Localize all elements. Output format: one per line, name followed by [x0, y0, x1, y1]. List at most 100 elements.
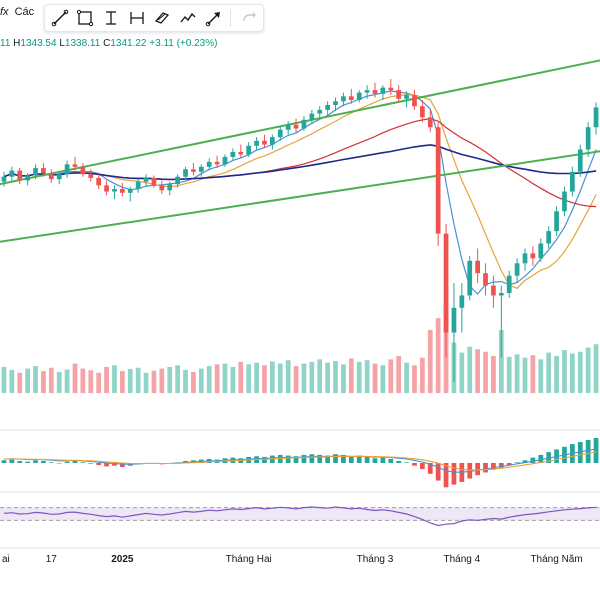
volume-bar — [570, 353, 575, 393]
candle-body — [80, 166, 86, 175]
macd-histogram-bar — [33, 460, 38, 463]
volume-bar — [546, 352, 552, 393]
macd-histogram-bar — [538, 454, 544, 463]
macd-histogram-bar — [25, 461, 30, 463]
macd-histogram-bar — [301, 454, 307, 463]
channel-line — [0, 59, 600, 186]
long-position-icon[interactable] — [100, 7, 122, 29]
candle-body — [506, 275, 512, 293]
candle-body — [143, 177, 149, 182]
volume-bar — [309, 361, 315, 393]
candle-body — [25, 175, 30, 181]
candle-body — [514, 263, 520, 276]
candle-body — [17, 170, 23, 181]
volume-bar — [317, 359, 323, 393]
macd-histogram-bar — [285, 455, 291, 463]
volume-bar — [214, 364, 220, 393]
candle-body — [372, 90, 378, 94]
volume-bar — [412, 365, 417, 393]
time-axis-label: Tháng 4 — [443, 554, 480, 565]
arrow-icon[interactable] — [203, 7, 225, 29]
volume-bar — [127, 369, 133, 393]
toolbar-separator — [230, 9, 232, 27]
volume-bar — [151, 370, 157, 393]
drawing-toolbar — [44, 4, 264, 32]
candle-body — [498, 292, 504, 296]
candle-body — [522, 253, 528, 264]
rectangle-icon[interactable] — [75, 7, 97, 29]
candle-body — [151, 177, 157, 186]
volume-bar — [1, 366, 7, 393]
candle-body — [198, 166, 204, 172]
macd-histogram-bar — [72, 460, 78, 463]
macd-histogram-bar — [1, 460, 7, 463]
rsi-line — [3, 506, 597, 527]
path-icon[interactable] — [177, 7, 199, 29]
macd-histogram-bar — [17, 460, 23, 463]
volume-bar — [364, 360, 370, 393]
candle-body — [388, 87, 394, 91]
volume-bar — [396, 355, 402, 393]
volume-bar — [483, 351, 488, 393]
candle-body — [206, 161, 212, 167]
candle-body — [435, 127, 441, 234]
candle-body — [451, 307, 457, 333]
trend-line-icon[interactable] — [49, 7, 71, 29]
channel-line — [0, 150, 600, 243]
macd-histogram-bar — [9, 459, 15, 463]
macd-histogram-bar — [498, 463, 504, 468]
time-axis-label: Tháng Hai — [226, 554, 272, 565]
macd-histogram-bar — [293, 456, 299, 463]
volume-bar — [183, 369, 188, 393]
candle-body — [270, 137, 275, 145]
candle-body — [293, 124, 299, 129]
candle-body — [214, 161, 220, 165]
candle-body — [546, 231, 552, 244]
volume-bar — [9, 369, 15, 393]
volume-bar — [167, 366, 173, 393]
candle-body — [491, 285, 496, 296]
candle-body — [577, 149, 583, 172]
macd-histogram-bar — [104, 463, 109, 467]
candle-body — [175, 176, 180, 185]
candle-body — [554, 211, 559, 232]
candle-body — [159, 185, 165, 191]
candle-body — [570, 171, 575, 192]
indicators-label[interactable]: Các — [14, 6, 35, 18]
volume-bar — [277, 363, 283, 393]
volume-bar — [230, 366, 236, 393]
fib-range-icon[interactable] — [126, 7, 148, 29]
macd-histogram-bar — [309, 454, 315, 463]
macd-histogram-bar — [427, 463, 433, 474]
macd-histogram-bar — [443, 463, 449, 488]
volume-bar — [64, 369, 70, 393]
candle-body — [412, 95, 417, 107]
macd-histogram-bar — [530, 457, 536, 463]
candle-body — [222, 156, 228, 165]
candle-body — [301, 119, 307, 129]
macd-histogram-bar — [577, 442, 583, 463]
candle-body — [483, 273, 488, 286]
candle-body — [183, 169, 188, 177]
candle-body — [56, 174, 62, 180]
macd-histogram-bar — [372, 458, 378, 463]
redo-icon[interactable] — [237, 7, 259, 29]
volume-bar — [143, 372, 149, 393]
candle-body — [341, 96, 346, 102]
macd-histogram-bar — [56, 463, 62, 464]
candle-body — [104, 185, 109, 192]
macd-histogram-bar — [325, 455, 330, 463]
time-axis-label: Tháng Năm — [530, 554, 582, 565]
volume-bar — [593, 344, 599, 393]
macd-histogram-bar — [48, 462, 54, 463]
brush-icon[interactable] — [152, 7, 174, 29]
fx-icon[interactable]: fx — [0, 6, 9, 18]
macd-histogram-bar — [506, 463, 512, 466]
moving-average-line — [3, 144, 597, 181]
moving-average-line — [3, 90, 597, 295]
volume-bar — [333, 361, 338, 393]
volume-bar — [459, 352, 465, 393]
candle-body — [246, 145, 252, 155]
